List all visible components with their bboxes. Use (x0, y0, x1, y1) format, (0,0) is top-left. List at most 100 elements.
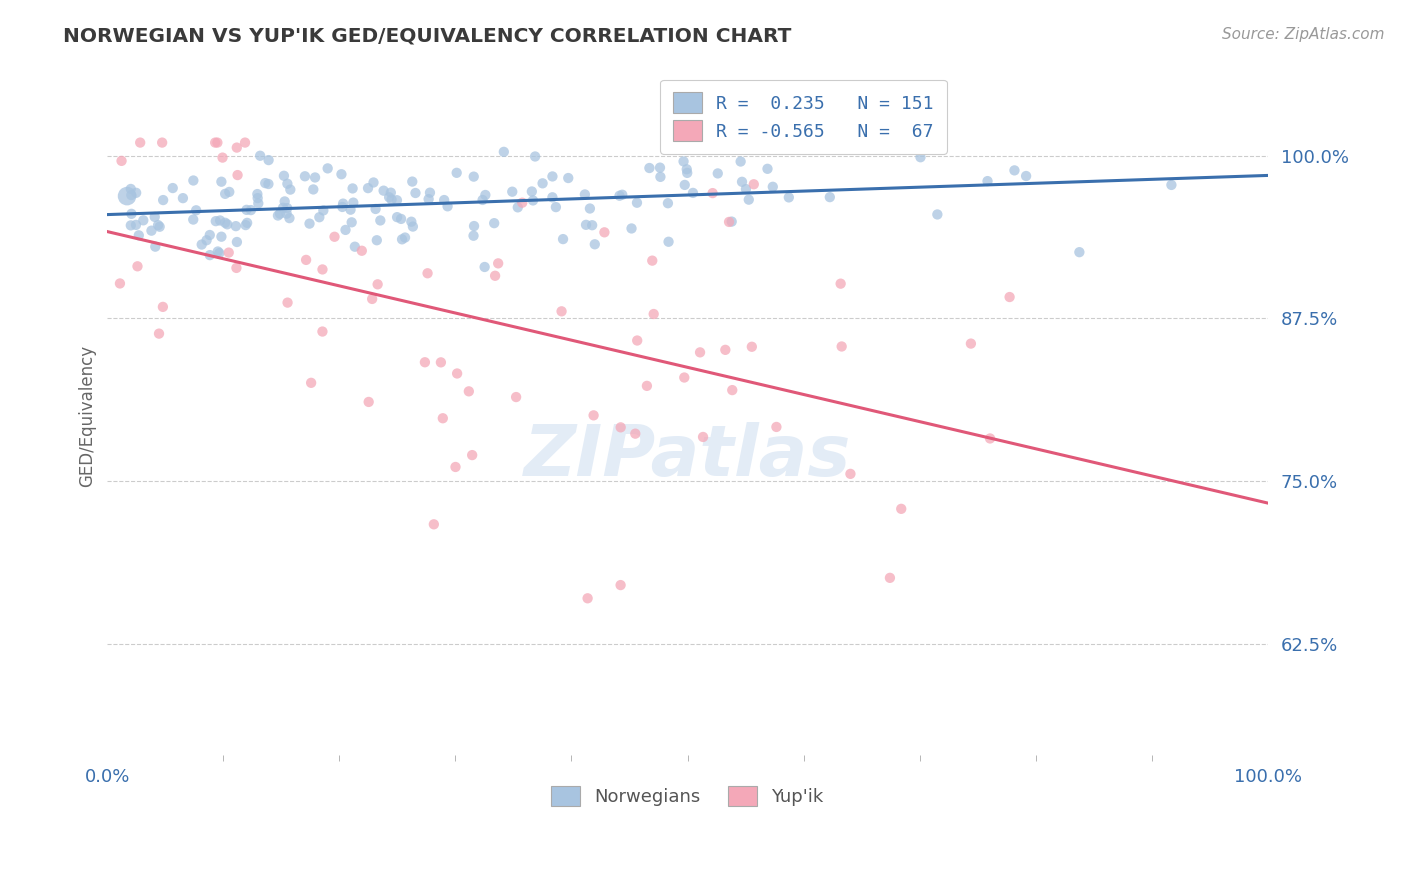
Point (342, 195, 364, 210)
Point (226, 235, 249, 249)
Point (432, 411, 454, 425)
Point (430, 355, 453, 369)
Point (505, 390, 527, 404)
Point (211, 151, 233, 165)
Point (474, 260, 496, 274)
Point (675, 162, 697, 177)
Point (209, 175, 232, 189)
Point (391, 232, 413, 246)
Point (115, 189, 138, 203)
Point (128, 228, 150, 243)
Point (367, 277, 389, 292)
Point (239, 203, 262, 218)
Point (380, 193, 402, 207)
Point (818, 190, 841, 204)
Point (246, 187, 269, 202)
Point (389, 211, 412, 226)
Point (152, 300, 174, 314)
Point (340, 215, 363, 229)
Point (149, 219, 172, 234)
Point (413, 355, 436, 369)
Point (1069, 245, 1091, 260)
Point (299, 376, 322, 390)
Point (129, 136, 152, 150)
Point (446, 166, 468, 180)
Point (735, 182, 758, 196)
Point (718, 215, 741, 229)
Point (226, 168, 249, 182)
Point (195, 233, 218, 247)
Point (236, 216, 259, 230)
Point (501, 185, 523, 199)
Point (401, 215, 423, 229)
Point (125, 218, 148, 232)
Point (190, 237, 212, 252)
Point (311, 325, 333, 339)
Point (648, 161, 671, 175)
Point (579, 202, 602, 216)
Point (418, 192, 440, 206)
Point (721, 383, 744, 397)
Point (423, 517, 446, 532)
Point (730, 154, 752, 169)
Point (593, 225, 616, 239)
Point (373, 184, 395, 198)
Point (879, 571, 901, 585)
Point (626, 334, 648, 348)
Point (209, 229, 232, 244)
Point (401, 175, 423, 189)
Point (702, 186, 724, 200)
Point (506, 200, 529, 214)
Point (312, 203, 335, 218)
Point (235, 218, 257, 232)
Point (624, 426, 647, 441)
Point (524, 149, 547, 163)
Point (120, 182, 142, 196)
Point (208, 246, 231, 260)
Point (582, 409, 605, 423)
Point (276, 177, 298, 191)
Point (830, 277, 852, 291)
Point (541, 169, 564, 184)
Legend: Norwegians, Yup'ik: Norwegians, Yup'ik (544, 779, 831, 814)
Point (404, 186, 426, 200)
Point (181, 212, 204, 227)
Point (342, 181, 364, 195)
Point (531, 177, 554, 191)
Point (198, 227, 221, 242)
Point (304, 170, 326, 185)
Point (366, 233, 388, 247)
Point (273, 169, 295, 183)
Point (742, 178, 765, 192)
Point (463, 169, 485, 184)
Point (323, 229, 346, 244)
Point (672, 154, 695, 169)
Point (738, 193, 761, 207)
Point (254, 176, 277, 190)
Point (385, 193, 408, 207)
Point (311, 262, 333, 277)
Point (152, 193, 174, 207)
Point (273, 194, 295, 209)
Point (620, 221, 643, 235)
Point (316, 161, 339, 176)
Point (295, 252, 318, 267)
Point (998, 290, 1021, 304)
Point (609, 578, 631, 592)
Point (335, 223, 357, 237)
Point (276, 201, 298, 215)
Point (209, 213, 232, 227)
Point (486, 256, 509, 270)
Point (298, 217, 321, 231)
Point (636, 379, 658, 393)
Point (731, 175, 754, 189)
Point (278, 183, 301, 197)
Point (741, 340, 763, 354)
Point (357, 395, 380, 409)
Point (249, 149, 271, 163)
Point (762, 179, 785, 194)
Point (363, 176, 385, 190)
Point (576, 591, 599, 606)
Point (141, 224, 163, 238)
Point (638, 161, 661, 175)
